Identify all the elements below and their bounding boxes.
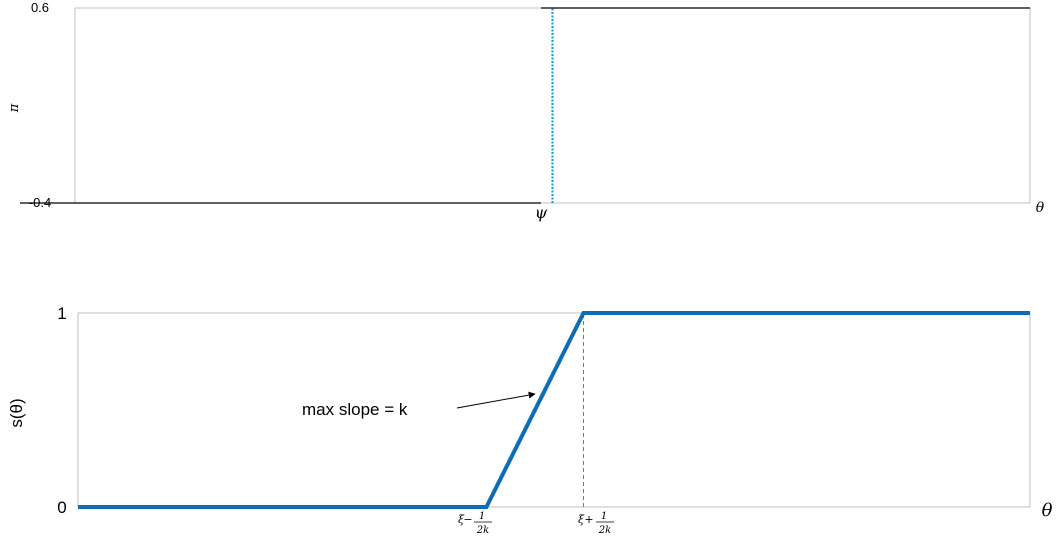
xtick-right-num: 1 [601,511,607,522]
bottom-axes-box [78,313,1030,507]
bottom-ylabel: s(θ) [7,398,26,427]
bottom-ytick-0: 1 [57,304,66,323]
slope-annotation: max slope = k [302,400,408,419]
bottom-xlabel: θ [1042,500,1053,521]
bottom-panel: 1 0 s(θ) θ ξ − 1 2k ξ + 1 2k max slope =… [7,304,1053,536]
xtick-left-op: − [463,513,472,526]
xtick-right-den: 2k [598,525,611,536]
top-ytick-1: -0.4 [29,195,51,210]
xtick-left-den: 2k [476,525,489,536]
xtick-left-num: 1 [479,511,485,522]
top-ylabel: π [7,103,22,113]
xtick-right-op: + [584,513,593,526]
top-panel: 0.6 -0.4 π ψ θ [7,0,1045,222]
bottom-xtick-right: ξ + 1 2k [578,511,614,536]
top-xtick-psi: ψ [535,203,548,222]
bottom-xtick-left: ξ − 1 2k [458,511,492,536]
top-xlabel: θ [1036,200,1045,216]
bottom-ytick-1: 0 [57,498,66,517]
top-ytick-0: 0.6 [31,0,49,15]
